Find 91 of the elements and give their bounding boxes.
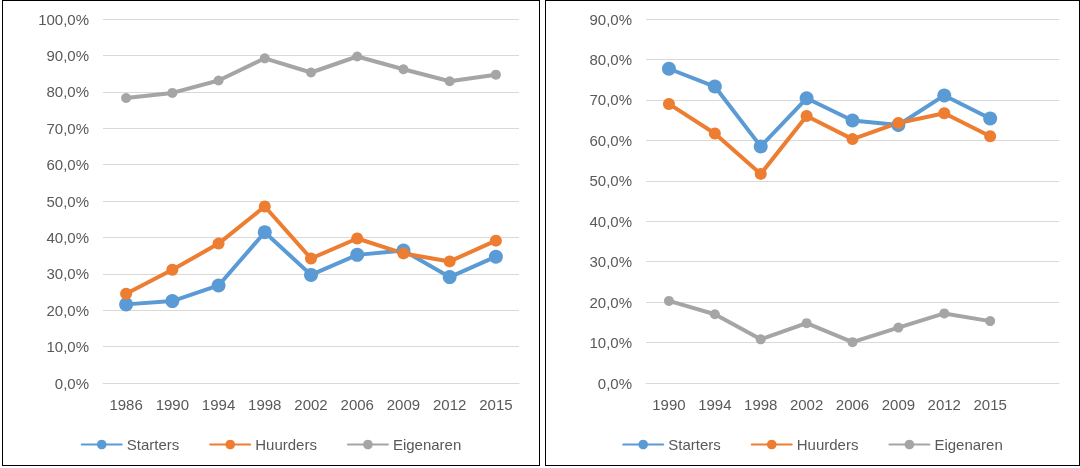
x-tick-label: 2015	[479, 396, 513, 413]
x-tick-label: 2002	[294, 396, 328, 413]
point	[939, 308, 950, 319]
x-tick-label: 1998	[744, 396, 778, 413]
y-tick-label: 100,0%	[38, 10, 89, 28]
y-tick-label: 0,0%	[597, 374, 632, 392]
x-tick-label: 2006	[835, 396, 870, 413]
point	[846, 133, 859, 146]
y-tick-label: 50,0%	[589, 172, 632, 190]
y-tick-label: 50,0%	[46, 192, 89, 210]
y-tick-label: 10,0%	[46, 338, 89, 356]
point	[938, 107, 951, 120]
y-tick-label: 20,0%	[589, 293, 632, 311]
point	[707, 79, 722, 94]
point	[352, 51, 363, 62]
point	[709, 309, 720, 320]
y-tick-label: 70,0%	[589, 91, 632, 109]
point	[490, 69, 501, 80]
y-tick-label: 40,0%	[589, 212, 632, 230]
point	[211, 278, 226, 293]
point	[661, 61, 676, 76]
y-tick-label: 80,0%	[589, 50, 632, 68]
x-tick-label: 1986	[109, 396, 143, 413]
point	[801, 318, 812, 329]
legend-label: Eigenaren	[392, 436, 462, 453]
x-tick-label: 1994	[201, 396, 236, 413]
point	[398, 64, 409, 75]
point	[662, 97, 675, 110]
point	[259, 53, 270, 64]
point	[754, 167, 767, 180]
point	[165, 294, 180, 309]
point	[167, 87, 178, 98]
point	[845, 113, 860, 128]
legend-label: Starters	[126, 436, 180, 453]
x-tick-label: 2009	[881, 396, 916, 413]
point	[443, 255, 456, 268]
point	[488, 249, 503, 264]
y-tick-label: 60,0%	[46, 156, 89, 174]
point	[985, 316, 996, 327]
point	[983, 111, 998, 126]
x-tick-label: 1990	[155, 396, 190, 413]
point	[121, 92, 132, 103]
point	[258, 200, 271, 213]
point	[350, 247, 365, 262]
point	[847, 337, 858, 348]
point	[120, 287, 133, 300]
x-tick-label: 1990	[652, 396, 686, 413]
y-tick-label: 10,0%	[589, 334, 632, 352]
y-tick-label: 20,0%	[46, 301, 89, 319]
x-tick-label: 2002	[789, 396, 824, 413]
point	[708, 127, 721, 140]
y-tick-label: 90,0%	[46, 46, 89, 64]
point	[397, 247, 410, 260]
y-tick-label: 80,0%	[46, 83, 89, 101]
legend-label: Starters	[668, 436, 721, 453]
y-tick-label: 30,0%	[589, 253, 632, 271]
x-tick-label: 2012	[432, 396, 467, 413]
x-tick-label: 1994	[698, 396, 732, 413]
point	[213, 75, 224, 86]
y-tick-label: 0,0%	[54, 374, 89, 392]
point	[893, 322, 904, 333]
y-tick-label: 90,0%	[589, 10, 632, 28]
x-tick-label: 2015	[973, 396, 1007, 413]
x-tick-label: 2006	[340, 396, 374, 413]
point	[166, 263, 179, 276]
point	[444, 76, 455, 87]
point	[984, 130, 997, 143]
y-tick-label: 40,0%	[46, 228, 89, 246]
point	[351, 232, 364, 245]
point	[304, 267, 318, 282]
y-tick-label: 70,0%	[46, 119, 89, 137]
point	[212, 237, 225, 250]
legend-label: Eigenaren	[934, 436, 1003, 453]
legend-label: Huurders	[255, 436, 317, 453]
point	[489, 234, 502, 247]
x-tick-label: 1998	[248, 396, 282, 413]
point	[799, 91, 814, 106]
point	[800, 110, 813, 123]
legend-label: Huurders	[796, 436, 859, 453]
point	[663, 295, 674, 306]
point	[753, 139, 768, 154]
point	[306, 67, 316, 78]
x-tick-label: 2012	[927, 396, 961, 413]
point	[257, 225, 272, 240]
point	[442, 270, 457, 285]
point	[937, 88, 952, 103]
x-tick-label: 2009	[386, 396, 421, 413]
y-tick-label: 30,0%	[46, 265, 89, 283]
y-tick-label: 60,0%	[589, 131, 632, 149]
point	[755, 334, 766, 345]
point	[305, 252, 317, 265]
